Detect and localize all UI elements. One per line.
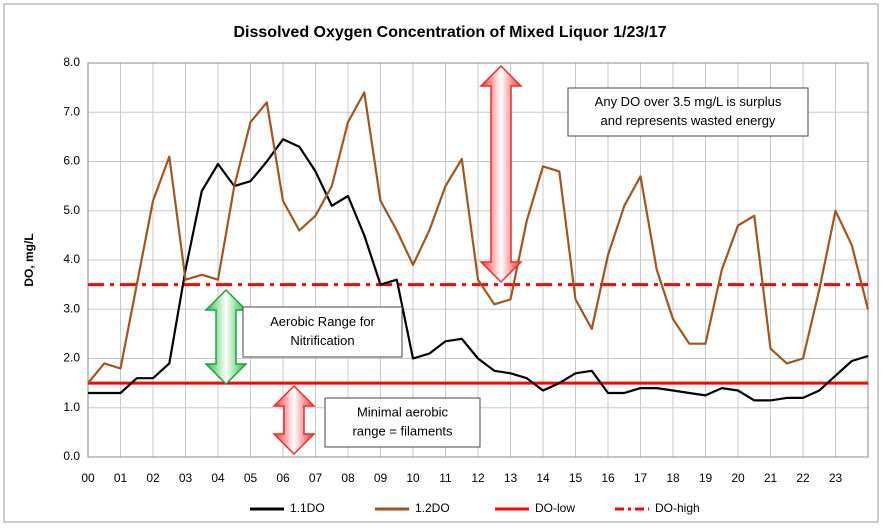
y-tick-label: 3.0 (63, 301, 80, 315)
x-tick-label: 04 (211, 471, 225, 485)
y-tick-label: 7.0 (63, 104, 80, 118)
series-line (87, 91, 870, 384)
x-tick-label: 06 (276, 471, 290, 485)
y-tick-label: 5.0 (63, 203, 80, 217)
chart-frame (3, 3, 879, 523)
x-tick-label: 22 (796, 471, 810, 485)
x-tick-label: 03 (179, 471, 193, 485)
x-tick-label: 11 (439, 471, 452, 485)
x-tick-label: 08 (341, 471, 355, 485)
legend-label: DO-high (655, 501, 700, 515)
arrow (479, 64, 523, 284)
y-tick-label: 0.0 (63, 449, 80, 463)
annotation-box (242, 306, 403, 358)
legend-label: 1.1DO (290, 501, 325, 515)
annotation-text: range = filaments (352, 423, 453, 438)
annotation-text: Minimal aerobic (357, 404, 449, 419)
x-tick-label: 10 (406, 471, 420, 485)
series-line (88, 138, 869, 402)
legend-label: DO-low (535, 501, 575, 515)
y-tick-label: 1.0 (63, 400, 80, 414)
plot-border (87, 62, 869, 458)
x-tick-label: 15 (569, 471, 583, 485)
x-tick-label: 21 (764, 471, 778, 485)
x-tick-label: 16 (601, 471, 615, 485)
x-tick-label: 13 (504, 471, 518, 485)
x-tick-label: 14 (536, 471, 550, 485)
arrow (204, 288, 248, 386)
y-tick-label: 4.0 (63, 252, 80, 266)
x-tick-label: 18 (666, 471, 680, 485)
x-tick-label: 17 (634, 471, 648, 485)
arrow (272, 384, 316, 456)
annotation-box (567, 87, 809, 137)
x-tick-label: 05 (244, 471, 258, 485)
x-tick-label: 00 (81, 471, 95, 485)
x-tick-label: 09 (374, 471, 388, 485)
y-tick-label: 8.0 (63, 55, 80, 69)
annotation-text: Nitrification (290, 333, 354, 348)
annotation-text: and represents wasted energy (601, 113, 776, 128)
x-tick-label: 20 (731, 471, 745, 485)
y-tick-label: 2.0 (63, 351, 80, 365)
chart-title: Dissolved Oxygen Concentration of Mixed … (234, 24, 667, 41)
x-tick-label: 12 (471, 471, 485, 485)
annotation-text: Aerobic Range for (270, 314, 375, 329)
x-tick-label: 23 (829, 471, 843, 485)
annotation-box (324, 397, 481, 448)
x-tick-label: 02 (146, 471, 160, 485)
x-tick-label: 01 (114, 471, 128, 485)
legend-label: 1.2DO (415, 501, 450, 515)
x-tick-label: 19 (699, 471, 713, 485)
x-tick-label: 07 (309, 471, 323, 485)
y-axis-label: DO, mg/L (22, 233, 36, 286)
y-tick-label: 6.0 (63, 154, 80, 168)
annotation-text: Any DO over 3.5 mg/L is surplus (595, 94, 782, 109)
